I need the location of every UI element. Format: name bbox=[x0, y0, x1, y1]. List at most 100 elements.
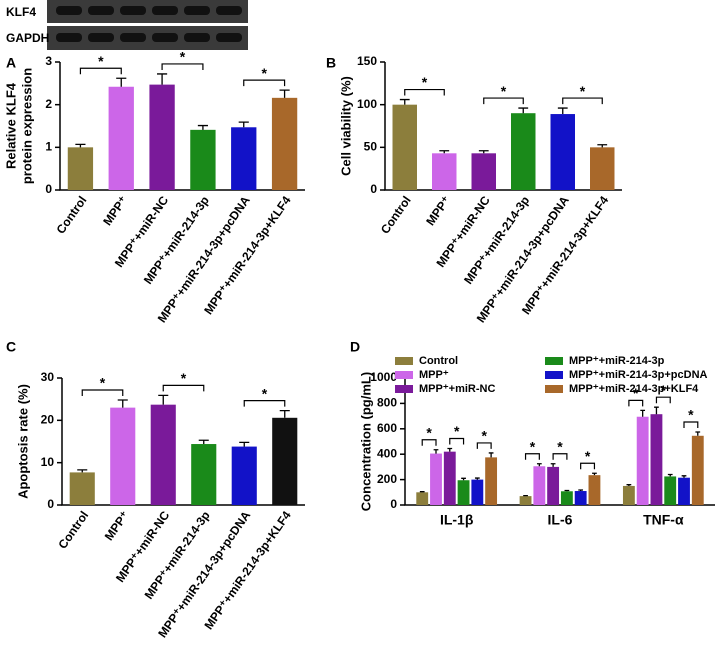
bar bbox=[150, 404, 176, 505]
bar bbox=[636, 416, 649, 505]
y-tick-label: 2 bbox=[45, 97, 52, 111]
legend-label: Control bbox=[419, 355, 458, 367]
bar bbox=[108, 86, 134, 190]
significance-bracket bbox=[161, 63, 204, 70]
panel-letter: C bbox=[6, 339, 16, 355]
error-bar bbox=[117, 399, 128, 408]
y-tick-label: 50 bbox=[364, 140, 378, 154]
error-bar bbox=[198, 439, 209, 445]
error-bar bbox=[279, 89, 290, 98]
y-axis-label: Relative KLF4 bbox=[3, 82, 18, 169]
significance-bracket bbox=[580, 462, 596, 470]
blot-klf4 bbox=[47, 0, 248, 23]
significance-label: * bbox=[688, 407, 694, 423]
legend-swatch bbox=[545, 371, 563, 379]
significance-label: * bbox=[585, 448, 591, 464]
significance-label: * bbox=[501, 83, 507, 99]
y-tick-label: 1000 bbox=[370, 370, 397, 384]
significance-label: * bbox=[454, 423, 460, 439]
significance-bracket bbox=[404, 88, 445, 96]
significance-label: * bbox=[261, 65, 267, 81]
significance-bracket bbox=[628, 399, 644, 407]
error-bar bbox=[75, 143, 86, 148]
y-axis-label: Concentration (pg/mL) bbox=[358, 372, 373, 511]
error-bar bbox=[523, 494, 528, 497]
significance-bracket bbox=[79, 67, 122, 75]
bar bbox=[511, 113, 536, 190]
blot-band bbox=[120, 6, 146, 15]
significance-bracket bbox=[562, 97, 603, 105]
significance-label: * bbox=[530, 438, 536, 454]
bar bbox=[471, 479, 484, 505]
significance-label: * bbox=[481, 428, 487, 444]
error-bar bbox=[681, 475, 687, 478]
significance-label: * bbox=[98, 53, 104, 69]
significance-bracket bbox=[162, 384, 205, 392]
x-tick-label: Control bbox=[55, 509, 91, 552]
error-bar bbox=[77, 469, 88, 473]
y-tick-label: 0 bbox=[390, 497, 397, 511]
legend-swatch bbox=[395, 371, 413, 379]
bar bbox=[392, 104, 417, 190]
error-bar bbox=[518, 107, 529, 114]
significance-label: * bbox=[426, 424, 432, 440]
error-bar bbox=[695, 431, 701, 436]
panel-letter: A bbox=[6, 55, 16, 71]
error-bar bbox=[536, 463, 542, 467]
bar bbox=[416, 492, 429, 505]
x-tick-label: Control bbox=[378, 194, 414, 237]
significance-bracket bbox=[552, 453, 568, 460]
bar bbox=[519, 496, 532, 505]
x-tick-label: IL-1β bbox=[440, 512, 474, 528]
significance-label: * bbox=[422, 74, 428, 90]
y-axis-label: Cell viability (%) bbox=[338, 76, 353, 176]
y-tick-label: 400 bbox=[377, 446, 397, 460]
y-tick-label: 1 bbox=[45, 140, 52, 154]
panel-letter: B bbox=[326, 55, 336, 71]
error-bar bbox=[474, 477, 480, 480]
error-bar bbox=[461, 477, 466, 481]
bar bbox=[430, 453, 442, 505]
x-tick-label: MPP⁺ bbox=[102, 509, 132, 544]
significance-bracket bbox=[683, 421, 699, 428]
legend-label: MPP⁺+miR-NC bbox=[419, 383, 495, 395]
bar bbox=[485, 457, 498, 505]
error-bar bbox=[557, 107, 568, 115]
error-bar bbox=[488, 452, 494, 458]
significance-bracket bbox=[243, 399, 286, 407]
error-bar bbox=[478, 150, 489, 154]
bar bbox=[457, 480, 470, 505]
y-axis-label: Apoptosis rate (%) bbox=[15, 384, 30, 499]
y-tick-label: 0 bbox=[47, 497, 54, 511]
bar bbox=[432, 153, 457, 190]
significance-label: * bbox=[580, 83, 586, 99]
bar bbox=[231, 446, 257, 505]
y-axis-label: protein expression bbox=[19, 68, 34, 184]
blot-label: GAPDH bbox=[6, 31, 49, 45]
blot-band bbox=[152, 6, 178, 15]
y-tick-label: 30 bbox=[41, 370, 55, 384]
bar bbox=[149, 84, 175, 190]
blot-band bbox=[184, 33, 210, 42]
significance-bracket bbox=[476, 442, 492, 449]
blot-band bbox=[88, 6, 114, 15]
bar bbox=[590, 147, 615, 190]
blot-band bbox=[184, 6, 210, 15]
blot-band bbox=[216, 33, 242, 42]
blot-band bbox=[56, 6, 82, 15]
significance-label: * bbox=[557, 438, 563, 454]
legend-label: MPP⁺+miR-214-3p+pcDNA bbox=[569, 369, 708, 381]
error-bar bbox=[626, 484, 632, 486]
error-bar bbox=[239, 441, 250, 447]
bar bbox=[691, 435, 704, 505]
x-tick-label: IL-6 bbox=[548, 512, 573, 528]
bar bbox=[191, 444, 217, 505]
y-tick-label: 3 bbox=[45, 54, 52, 68]
bar bbox=[533, 466, 546, 505]
error-bar bbox=[439, 150, 450, 154]
error-bar bbox=[640, 409, 646, 417]
error-bar bbox=[597, 144, 608, 148]
legend-label: MPP⁺+miR-214-3p+KLF4 bbox=[569, 383, 699, 395]
legend-label: MPP⁺+miR-214-3p bbox=[569, 355, 665, 367]
